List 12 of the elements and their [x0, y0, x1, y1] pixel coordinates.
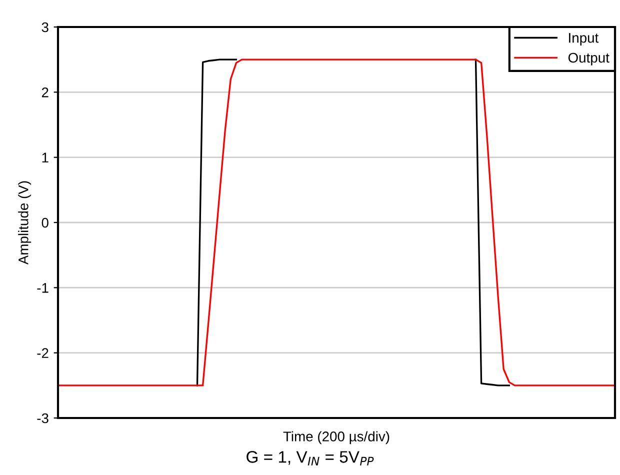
y-tick-label: -2 — [37, 348, 48, 358]
y-tick-label: 0 — [42, 218, 48, 228]
x-axis-title: Time (200 µs/div) — [283, 431, 390, 444]
text: G = 1, V$_{IN}$ = 5V$_{PP}$ — [246, 451, 374, 466]
y-tick-label: -1 — [37, 283, 48, 293]
y-tick-label: 3 — [42, 22, 48, 32]
legend-label: Output — [568, 52, 610, 66]
y-axis-title: Amplitude (V) — [18, 181, 32, 265]
y-tick-label: -3 — [37, 413, 48, 424]
y-tick-label: 2 — [42, 88, 48, 98]
legend-label: Input — [569, 33, 599, 46]
y-tick-label: 1 — [42, 152, 48, 162]
